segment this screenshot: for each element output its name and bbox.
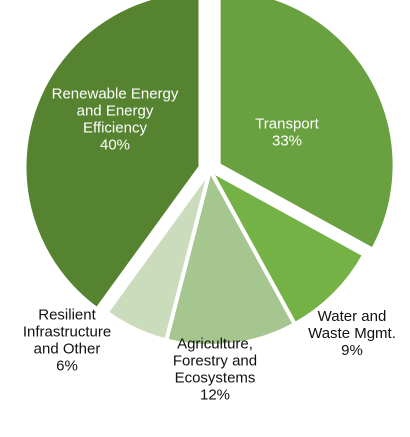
pie-slice-4 xyxy=(104,168,212,343)
pie-slices xyxy=(22,0,397,348)
slice-label-line: Agriculture, xyxy=(177,336,253,353)
pie-slice-1 xyxy=(216,0,397,252)
pie-slice-5 xyxy=(22,0,203,312)
pie-labels: Transport 33% Water and Waste Mgmt. 9% Agricu… xyxy=(23,86,396,404)
slice-label-4: Resilient Infrastructure and Other 6% xyxy=(23,307,111,375)
slice-label-line: Forestry and xyxy=(173,353,257,370)
slice-label-line: Infrastructure xyxy=(23,324,111,341)
slice-label-line: 12% xyxy=(200,387,230,404)
slice-label-line: and Other xyxy=(34,341,101,358)
slice-label-line: Water and xyxy=(318,308,387,325)
slice-label-line: Resilient xyxy=(38,307,96,324)
slice-label-line: Renewable Energy xyxy=(52,86,179,103)
slice-label-line: Waste Mgmt. xyxy=(308,325,396,342)
slice-label-5: Renewable Energy and Energy Efficiency 40% xyxy=(52,86,179,154)
slice-label-line: Ecosystems xyxy=(175,370,256,387)
slice-label-1: Transport 33% xyxy=(255,116,319,150)
slice-label-line: 40% xyxy=(100,137,130,154)
slice-label-line: 9% xyxy=(341,342,363,359)
slice-label-line: 33% xyxy=(272,133,302,150)
pie-slice-2 xyxy=(208,168,367,327)
pie-slice-3 xyxy=(164,168,297,348)
slice-label-line: Transport xyxy=(255,116,319,133)
slice-label-2: Water and Waste Mgmt. 9% xyxy=(308,308,396,359)
slice-label-3: Agriculture, Forestry and Ecosystems 12% xyxy=(173,336,257,404)
slice-label-line: 6% xyxy=(56,358,78,375)
slice-label-line: Efficiency xyxy=(83,120,147,137)
slice-label-line: and Energy xyxy=(77,103,154,120)
